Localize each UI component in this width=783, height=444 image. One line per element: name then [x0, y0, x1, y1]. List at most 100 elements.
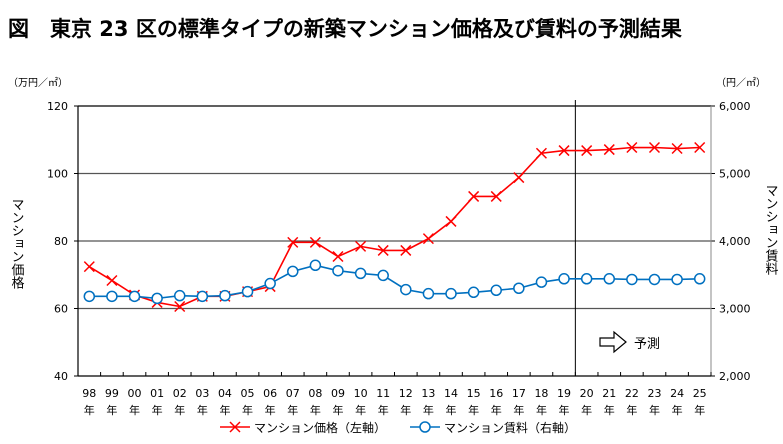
- x-tick-label: 00: [128, 387, 142, 400]
- data-point-x-marker: [603, 144, 615, 156]
- data-point-x-marker: [400, 244, 412, 256]
- x-marker-icon: [229, 421, 241, 433]
- x-tick-label: 02: [173, 387, 187, 400]
- x-tick-suffix: 年: [355, 403, 366, 417]
- x-tick-label: 16: [489, 387, 503, 400]
- data-point-circle-marker: [377, 269, 389, 282]
- x-tick-label: 09: [331, 387, 345, 400]
- data-point-circle-marker: [467, 286, 480, 299]
- arrow-right-icon: [599, 330, 627, 354]
- data-point-x-marker: [445, 215, 457, 227]
- data-point-x-marker: [671, 142, 683, 155]
- x-tick-suffix: 年: [649, 403, 660, 417]
- x-tick-label: 08: [308, 387, 322, 400]
- data-point-circle-marker: [626, 273, 638, 286]
- x-tick-suffix: 年: [287, 403, 298, 417]
- data-point-circle-marker: [445, 287, 457, 300]
- data-point-x-marker: [355, 240, 367, 252]
- x-tick-suffix: 年: [129, 403, 140, 417]
- x-tick-label: 18: [534, 387, 548, 400]
- x-marker-icon: [309, 236, 321, 248]
- x-tick-suffix: 年: [694, 403, 705, 417]
- x-tick-suffix: 年: [536, 403, 547, 417]
- x-tick-suffix: 年: [604, 403, 615, 417]
- x-tick-label: 05: [241, 387, 255, 400]
- data-point-x-marker: [694, 141, 706, 154]
- data-point-circle-marker: [128, 290, 141, 303]
- x-tick-suffix: 年: [378, 403, 389, 417]
- data-point-x-marker: [287, 236, 299, 248]
- data-point-x-marker: [648, 141, 661, 154]
- right-tick-label: 3,000: [719, 303, 751, 316]
- x-tick-suffix: 年: [581, 403, 592, 417]
- x-tick-label: 20: [580, 387, 594, 400]
- data-point-circle-marker: [603, 273, 616, 285]
- x-tick-suffix: 年: [106, 403, 117, 417]
- data-point-circle-marker: [241, 285, 254, 298]
- right-tick-label: 5,000: [719, 168, 751, 181]
- data-point-circle-marker: [264, 277, 276, 290]
- x-tick-suffix: 年: [446, 403, 457, 417]
- series-rent: [83, 259, 706, 305]
- left-tick-label: 40: [54, 370, 68, 383]
- x-tick-suffix: 年: [513, 403, 524, 417]
- left-unit-label: （万円／㎡）: [8, 77, 68, 89]
- data-point-x-marker: [581, 145, 593, 157]
- x-marker-icon: [535, 147, 547, 159]
- x-tick-suffix: 年: [152, 403, 163, 417]
- legend-label: マンション価格（左軸）: [254, 420, 386, 435]
- right-tick-label: 6,000: [719, 100, 751, 113]
- data-point-circle-marker: [558, 273, 570, 285]
- x-tick-suffix: 年: [672, 403, 683, 417]
- data-point-circle-marker: [219, 289, 231, 302]
- x-tick-suffix: 年: [174, 403, 185, 417]
- right-tick-label: 2,000: [719, 370, 751, 383]
- x-marker-icon: [626, 141, 638, 154]
- x-tick-suffix: 年: [332, 403, 343, 417]
- x-tick-label: 11: [376, 387, 390, 400]
- chart-title: 図 東京 23 区の標準タイプの新築マンション価格及び賃料の予測結果: [8, 17, 682, 41]
- x-marker-icon: [377, 244, 389, 256]
- right-axis-title: マンション賃料: [763, 184, 779, 275]
- data-point-circle-marker: [173, 289, 186, 302]
- data-point-circle-marker: [400, 283, 412, 296]
- data-point-x-marker: [174, 300, 186, 313]
- data-point-circle-marker: [309, 259, 322, 272]
- left-tick-label: 80: [54, 235, 68, 248]
- legend: マンション価格（左軸） マンション賃料（右軸）: [220, 420, 576, 435]
- data-point-circle-marker: [287, 265, 299, 278]
- series-line: [89, 264, 700, 300]
- left-axis-title: マンション価格: [9, 198, 25, 289]
- x-marker-icon: [581, 145, 593, 157]
- data-point-x-marker: [309, 236, 321, 248]
- x-tick-suffix: 年: [626, 403, 637, 417]
- x-tick-suffix: 年: [491, 403, 502, 417]
- data-point-circle-marker: [151, 292, 163, 305]
- data-point-x-marker: [377, 244, 389, 256]
- data-point-x-marker: [468, 190, 480, 202]
- x-tick-label: 22: [625, 387, 639, 400]
- data-point-x-marker: [535, 147, 547, 159]
- x-marker-icon: [106, 274, 118, 287]
- x-marker-icon: [174, 300, 186, 313]
- x-marker-icon: [355, 240, 367, 252]
- right-tick-label: 4,000: [719, 235, 751, 248]
- data-point-circle-marker: [693, 273, 706, 285]
- x-marker-icon: [648, 141, 661, 154]
- series-price: [83, 141, 706, 313]
- data-point-circle-marker: [671, 273, 683, 286]
- right-unit-label: （円／㎡）: [716, 77, 766, 89]
- x-marker-icon: [400, 244, 412, 256]
- x-tick-label: 07: [286, 387, 300, 400]
- x-tick-label: 23: [647, 387, 661, 400]
- left-tick-label: 60: [54, 303, 68, 316]
- data-point-x-marker: [422, 233, 434, 245]
- data-point-circle-marker: [422, 287, 435, 300]
- x-tick-label: 15: [467, 387, 481, 400]
- data-point-x-marker: [332, 250, 344, 263]
- x-marker-icon: [671, 142, 683, 155]
- data-point-circle-marker: [83, 290, 96, 303]
- x-marker-icon: [694, 141, 706, 154]
